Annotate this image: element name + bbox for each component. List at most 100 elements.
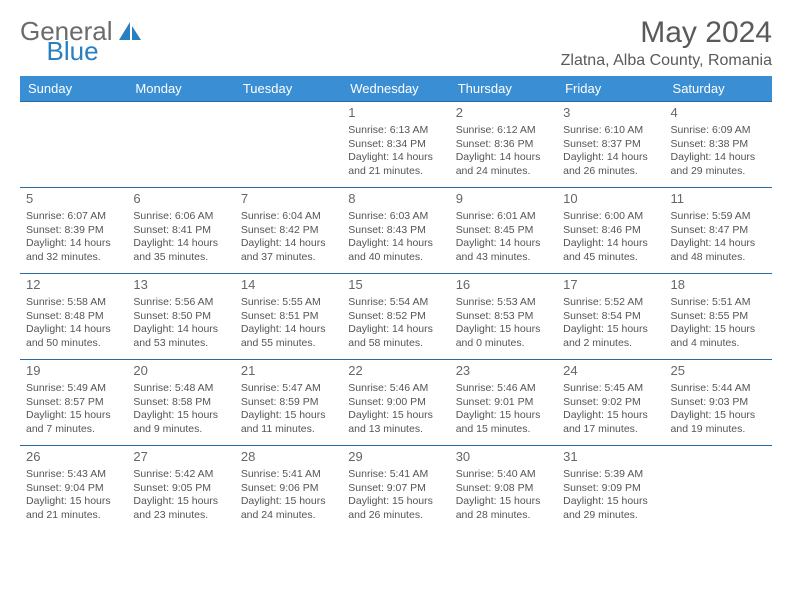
weekday-header: Monday <box>127 76 234 102</box>
daylight-text: Daylight: 14 hours and 53 minutes. <box>133 323 228 350</box>
sunset-text: Sunset: 8:48 PM <box>26 310 121 324</box>
calendar-week-row: 19Sunrise: 5:49 AMSunset: 8:57 PMDayligh… <box>20 360 772 446</box>
calendar-day-cell: 15Sunrise: 5:54 AMSunset: 8:52 PMDayligh… <box>342 274 449 360</box>
calendar-day-cell: 26Sunrise: 5:43 AMSunset: 9:04 PMDayligh… <box>20 446 127 532</box>
sunset-text: Sunset: 8:43 PM <box>348 224 443 238</box>
sunrise-text: Sunrise: 6:12 AM <box>456 124 551 138</box>
daylight-text: Daylight: 15 hours and 26 minutes. <box>348 495 443 522</box>
day-number: 18 <box>671 277 766 294</box>
sunrise-text: Sunrise: 5:53 AM <box>456 296 551 310</box>
calendar-table: Sunday Monday Tuesday Wednesday Thursday… <box>20 76 772 532</box>
day-number: 6 <box>133 191 228 208</box>
daylight-text: Daylight: 15 hours and 19 minutes. <box>671 409 766 436</box>
sunset-text: Sunset: 9:08 PM <box>456 482 551 496</box>
calendar-week-row: 5 Sunrise: 6:07 AMSunset: 8:39 PM Daylight… <box>20 188 772 274</box>
daylight-text: Daylight: 14 hours and 26 minutes. <box>563 151 658 178</box>
sunrise-text: Sunrise: 5:42 AM <box>133 468 228 482</box>
calendar-day-cell: 2Sunrise: 6:12 AMSunset: 8:36 PMDaylight… <box>450 102 557 188</box>
sunset-text: Sunset: 9:03 PM <box>671 396 766 410</box>
sunrise-text: Sunrise: 6:07 AM <box>26 210 121 224</box>
weekday-header: Sunday <box>20 76 127 102</box>
sunset-text: Sunset: 9:06 PM <box>241 482 336 496</box>
day-number: 31 <box>563 449 658 466</box>
sunrise-text: Sunrise: 5:43 AM <box>26 468 121 482</box>
sunrise-text: Sunrise: 5:56 AM <box>133 296 228 310</box>
sunset-text: Sunset: 8:52 PM <box>348 310 443 324</box>
day-number: 5 <box>26 191 121 208</box>
sunrise-text: Sunrise: 5:51 AM <box>671 296 766 310</box>
calendar-day-cell: 12Sunrise: 5:58 AMSunset: 8:48 PMDayligh… <box>20 274 127 360</box>
daylight-text: Daylight: 15 hours and 24 minutes. <box>241 495 336 522</box>
daylight-text: Daylight: 15 hours and 9 minutes. <box>133 409 228 436</box>
sunset-text: Sunset: 8:42 PM <box>241 224 336 238</box>
daylight-text: Daylight: 14 hours and 58 minutes. <box>348 323 443 350</box>
sunrise-text: Sunrise: 6:06 AM <box>133 210 228 224</box>
sunrise-text: Sunrise: 6:10 AM <box>563 124 658 138</box>
logo-text-blue: Blue <box>47 36 99 66</box>
calendar-day-cell: 13Sunrise: 5:56 AMSunset: 8:50 PMDayligh… <box>127 274 234 360</box>
page-header: General Blue May 2024 Zlatna, Alba Count… <box>20 16 772 70</box>
sunset-text: Sunset: 8:57 PM <box>26 396 121 410</box>
daylight-text: Daylight: 15 hours and 23 minutes. <box>133 495 228 522</box>
day-number: 2 <box>456 105 551 122</box>
daylight-text: Daylight: 14 hours and 24 minutes. <box>456 151 551 178</box>
sunset-text: Sunset: 8:47 PM <box>671 224 766 238</box>
sunrise-text: Sunrise: 5:39 AM <box>563 468 658 482</box>
weekday-header: Wednesday <box>342 76 449 102</box>
sunrise-text: Sunrise: 6:03 AM <box>348 210 443 224</box>
sunset-text: Sunset: 9:02 PM <box>563 396 658 410</box>
day-number: 12 <box>26 277 121 294</box>
sunrise-text: Sunrise: 5:58 AM <box>26 296 121 310</box>
sunrise-text: Sunrise: 5:47 AM <box>241 382 336 396</box>
calendar-day-cell: 19Sunrise: 5:49 AMSunset: 8:57 PMDayligh… <box>20 360 127 446</box>
calendar-day-cell: 14Sunrise: 5:55 AMSunset: 8:51 PMDayligh… <box>235 274 342 360</box>
sunrise-text: Sunrise: 5:45 AM <box>563 382 658 396</box>
sunset-text: Sunset: 8:53 PM <box>456 310 551 324</box>
sunrise-text: Sunrise: 6:00 AM <box>563 210 658 224</box>
sunset-text: Sunset: 8:38 PM <box>671 138 766 152</box>
sunset-text: Sunset: 8:41 PM <box>133 224 228 238</box>
calendar-day-cell: 8Sunrise: 6:03 AMSunset: 8:43 PMDaylight… <box>342 188 449 274</box>
sunrise-text: Sunrise: 5:55 AM <box>241 296 336 310</box>
sunset-text: Sunset: 8:39 PM <box>26 224 121 238</box>
daylight-text: Daylight: 14 hours and 45 minutes. <box>563 237 658 264</box>
sunset-text: Sunset: 8:50 PM <box>133 310 228 324</box>
day-number: 10 <box>563 191 658 208</box>
calendar-day-cell: 20Sunrise: 5:48 AMSunset: 8:58 PMDayligh… <box>127 360 234 446</box>
daylight-text: Daylight: 14 hours and 35 minutes. <box>133 237 228 264</box>
sunset-text: Sunset: 9:09 PM <box>563 482 658 496</box>
day-number: 9 <box>456 191 551 208</box>
calendar-day-cell: 16Sunrise: 5:53 AMSunset: 8:53 PMDayligh… <box>450 274 557 360</box>
calendar-day-cell: 3Sunrise: 6:10 AMSunset: 8:37 PMDaylight… <box>557 102 664 188</box>
sunset-text: Sunset: 8:55 PM <box>671 310 766 324</box>
calendar-day-cell: 28Sunrise: 5:41 AMSunset: 9:06 PMDayligh… <box>235 446 342 532</box>
calendar-day-cell: 22Sunrise: 5:46 AMSunset: 9:00 PMDayligh… <box>342 360 449 446</box>
daylight-text: Daylight: 15 hours and 13 minutes. <box>348 409 443 436</box>
logo-sail-icon <box>119 22 141 45</box>
weekday-header: Saturday <box>665 76 772 102</box>
day-number: 23 <box>456 363 551 380</box>
calendar-day-cell: 23Sunrise: 5:46 AMSunset: 9:01 PMDayligh… <box>450 360 557 446</box>
sunset-text: Sunset: 8:51 PM <box>241 310 336 324</box>
calendar-day-cell <box>20 102 127 188</box>
daylight-text: Daylight: 15 hours and 11 minutes. <box>241 409 336 436</box>
weekday-header: Thursday <box>450 76 557 102</box>
sunrise-text: Sunrise: 5:48 AM <box>133 382 228 396</box>
sunset-text: Sunset: 9:04 PM <box>26 482 121 496</box>
calendar-day-cell: 31Sunrise: 5:39 AMSunset: 9:09 PMDayligh… <box>557 446 664 532</box>
sunrise-text: Sunrise: 5:46 AM <box>348 382 443 396</box>
sunset-text: Sunset: 8:54 PM <box>563 310 658 324</box>
day-number: 1 <box>348 105 443 122</box>
daylight-text: Daylight: 15 hours and 15 minutes. <box>456 409 551 436</box>
sunset-text: Sunset: 9:05 PM <box>133 482 228 496</box>
sunrise-text: Sunrise: 6:04 AM <box>241 210 336 224</box>
day-number: 19 <box>26 363 121 380</box>
calendar-day-cell: 30Sunrise: 5:40 AMSunset: 9:08 PMDayligh… <box>450 446 557 532</box>
calendar-day-cell: 10Sunrise: 6:00 AMSunset: 8:46 PMDayligh… <box>557 188 664 274</box>
calendar-day-cell: 6 Sunrise: 6:06 AMSunset: 8:41 PMDaylight… <box>127 188 234 274</box>
calendar-day-cell: 11Sunrise: 5:59 AMSunset: 8:47 PMDayligh… <box>665 188 772 274</box>
day-number: 21 <box>241 363 336 380</box>
sunset-text: Sunset: 8:37 PM <box>563 138 658 152</box>
calendar-day-cell: 4Sunrise: 6:09 AMSunset: 8:38 PMDaylight… <box>665 102 772 188</box>
day-number: 11 <box>671 191 766 208</box>
